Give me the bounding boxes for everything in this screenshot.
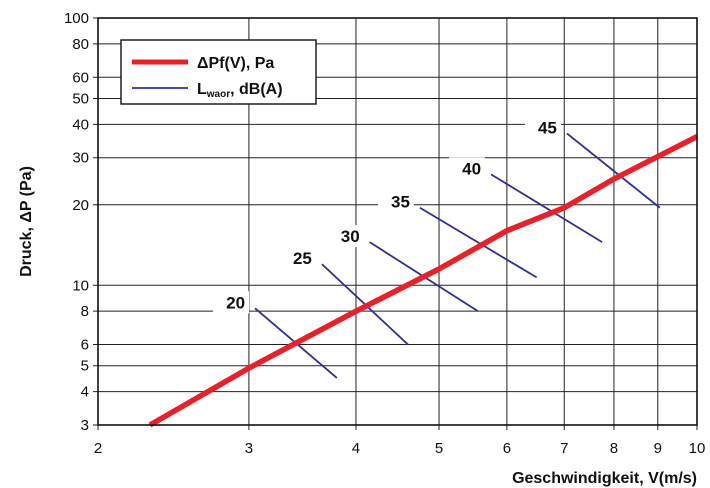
sound-label-bg-35	[377, 190, 414, 213]
y-tick-labels: 3 4 5 6 8 10 20 30 40 50 60 80 100	[64, 10, 89, 434]
sound-label-bg-30	[327, 225, 364, 248]
y-tick-label-8: 8	[81, 303, 89, 320]
y-tick-label-10: 10	[72, 277, 89, 294]
y-tick-label-20: 20	[72, 197, 89, 214]
x-tick-label-7: 7	[560, 440, 568, 457]
plot-frame	[97, 17, 698, 426]
series-line-pressure	[148, 134, 699, 428]
sound-label-bg-40	[449, 157, 486, 180]
sound-line-35	[419, 206, 538, 279]
x-tick-label-10: 10	[689, 440, 706, 457]
x-tick-label-3: 3	[245, 440, 253, 457]
x-tick-label-4: 4	[352, 440, 360, 457]
sound-label-bg-45	[524, 116, 561, 139]
x-tick-label-5: 5	[435, 440, 443, 457]
y-tick-label-50: 50	[72, 90, 89, 107]
y-axis-title: Druck, ΔP (Pa)	[18, 166, 35, 277]
x-tick-label-8: 8	[610, 440, 618, 457]
sound-label-25: 25	[293, 249, 312, 268]
legend-label-sound-main: L	[197, 81, 207, 98]
y-tick-label-3: 3	[81, 417, 89, 434]
sound-label-35: 35	[391, 193, 410, 212]
x-tick-label-2: 2	[94, 440, 102, 457]
y-tick-label-5: 5	[81, 358, 89, 375]
x-tick-labels: 2 3 4 5 6 7 8 9 10	[94, 440, 706, 457]
sound-line-45	[566, 132, 661, 209]
sound-level-lines: 20 25 30 35 40 45	[213, 116, 661, 379]
y-tick-label-80: 80	[72, 36, 89, 53]
y-tick-label-60: 60	[72, 69, 89, 86]
y-tick-label-40: 40	[72, 116, 89, 133]
sound-label-bg-20	[213, 291, 250, 314]
sound-label-30: 30	[341, 227, 360, 246]
legend-label-sound-sub: waor	[206, 89, 230, 100]
y-tick-label-4: 4	[81, 384, 89, 401]
legend-label-sound: Lwaor, dB(A)	[197, 81, 283, 100]
sound-label-20: 20	[226, 293, 245, 312]
x-tick-label-9: 9	[654, 440, 662, 457]
y-tick-label-100: 100	[64, 10, 89, 27]
y-tick-label-30: 30	[72, 150, 89, 167]
legend-label-sound-rest: , dB(A)	[230, 81, 282, 98]
pressure-series	[148, 134, 699, 428]
y-tick-label-6: 6	[81, 337, 89, 354]
sound-label-bg-25	[279, 247, 316, 270]
legend: ΔPf(V), Pa Lwaor, dB(A)	[120, 39, 317, 105]
legend-box	[120, 39, 317, 105]
sound-label-40: 40	[462, 159, 481, 178]
sound-label-45: 45	[538, 118, 557, 137]
legend-label-pressure: ΔPf(V), Pa	[197, 55, 274, 72]
sound-line-40	[490, 173, 603, 243]
x-axis-title: Geschwindigkeit, V(m/s)	[512, 470, 697, 487]
x-tick-label-6: 6	[503, 440, 511, 457]
